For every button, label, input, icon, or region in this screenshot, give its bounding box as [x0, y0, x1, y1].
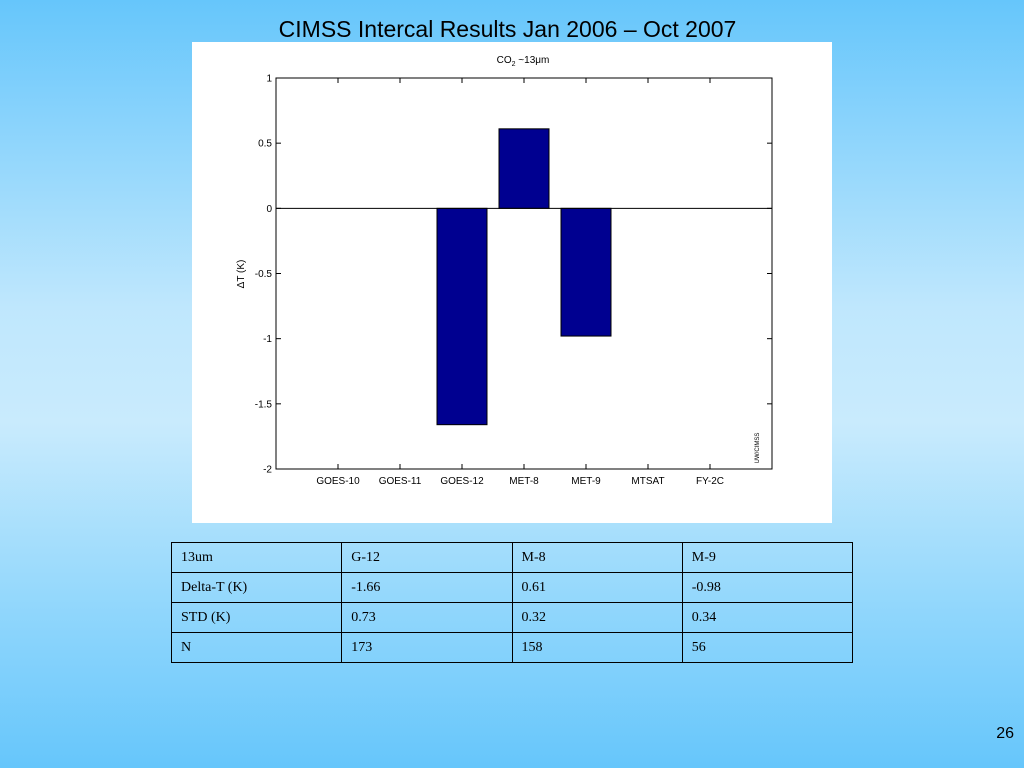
watermark: UW/CIMSS — [755, 433, 761, 464]
y-tick-label: -1 — [263, 334, 272, 345]
table-cell: Delta-T (K) — [170, 572, 343, 603]
bar-goes-12 — [436, 207, 488, 426]
table-cell: -0.98 — [681, 572, 854, 603]
x-tick-label: GOES-12 — [440, 476, 484, 487]
table-cell: G-12 — [341, 542, 513, 573]
table-cell: M-9 — [681, 542, 854, 573]
y-tick-label: -0.5 — [255, 269, 273, 280]
y-axis-label: ΔT (K) — [236, 260, 247, 289]
table-cell: 13um — [170, 542, 343, 573]
bar-met-8 — [498, 128, 550, 209]
table-cell: 0.73 — [341, 602, 513, 633]
x-tick-label: MET-8 — [509, 476, 539, 487]
table-row: 13um G-12 M-8 M-9 — [170, 542, 854, 573]
x-tick-label: FY-2C — [696, 476, 724, 487]
table-row: Delta-T (K) -1.66 0.61 -0.98 — [170, 572, 854, 603]
table-cell: 158 — [511, 632, 683, 663]
chart-title: CO2 ~13μm — [497, 55, 550, 68]
x-tick-label: MTSAT — [631, 476, 664, 487]
results-table: 13um G-12 M-8 M-9 Delta-T (K) -1.66 0.61 -0.98 S… — [170, 542, 854, 663]
y-tick-label: 0.5 — [258, 139, 272, 150]
y-tick-label: 1 — [266, 74, 272, 85]
table-cell: 0.34 — [681, 602, 854, 633]
bar-chart: CO2 ~13μm 1 0.5 0 -0.5 -1 -1.5 -2 GOES-10 GOES-1… — [236, 55, 773, 487]
table-cell: 173 — [341, 632, 513, 663]
table-row: STD (K) 0.73 0.32 0.34 — [170, 602, 854, 633]
table-cell: N — [170, 632, 343, 663]
page-number: 26 — [996, 725, 1014, 742]
table-row: N 173 158 56 — [170, 632, 854, 663]
table-cell: STD (K) — [170, 602, 343, 633]
table-cell: M-8 — [511, 542, 683, 573]
y-tick-label: -2 — [263, 465, 272, 476]
bar-met-9 — [560, 207, 612, 337]
slide-title: CIMSS Intercal Results Jan 2006 – Oct 20… — [278, 16, 737, 42]
x-tick-label: GOES-10 — [316, 476, 360, 487]
table-cell: -1.66 — [341, 572, 513, 603]
x-tick-label: GOES-11 — [379, 476, 422, 487]
table-cell: 56 — [681, 632, 854, 663]
y-tick-label: -1.5 — [255, 399, 273, 410]
chart-panel: CO2 ~13μm 1 0.5 0 -0.5 -1 -1.5 -2 GOES-10 GOES-1… — [192, 42, 832, 523]
table-cell: 0.61 — [511, 572, 683, 603]
y-tick-label: 0 — [266, 204, 272, 215]
x-tick-label: MET-9 — [571, 476, 601, 487]
table-cell: 0.32 — [511, 602, 683, 633]
